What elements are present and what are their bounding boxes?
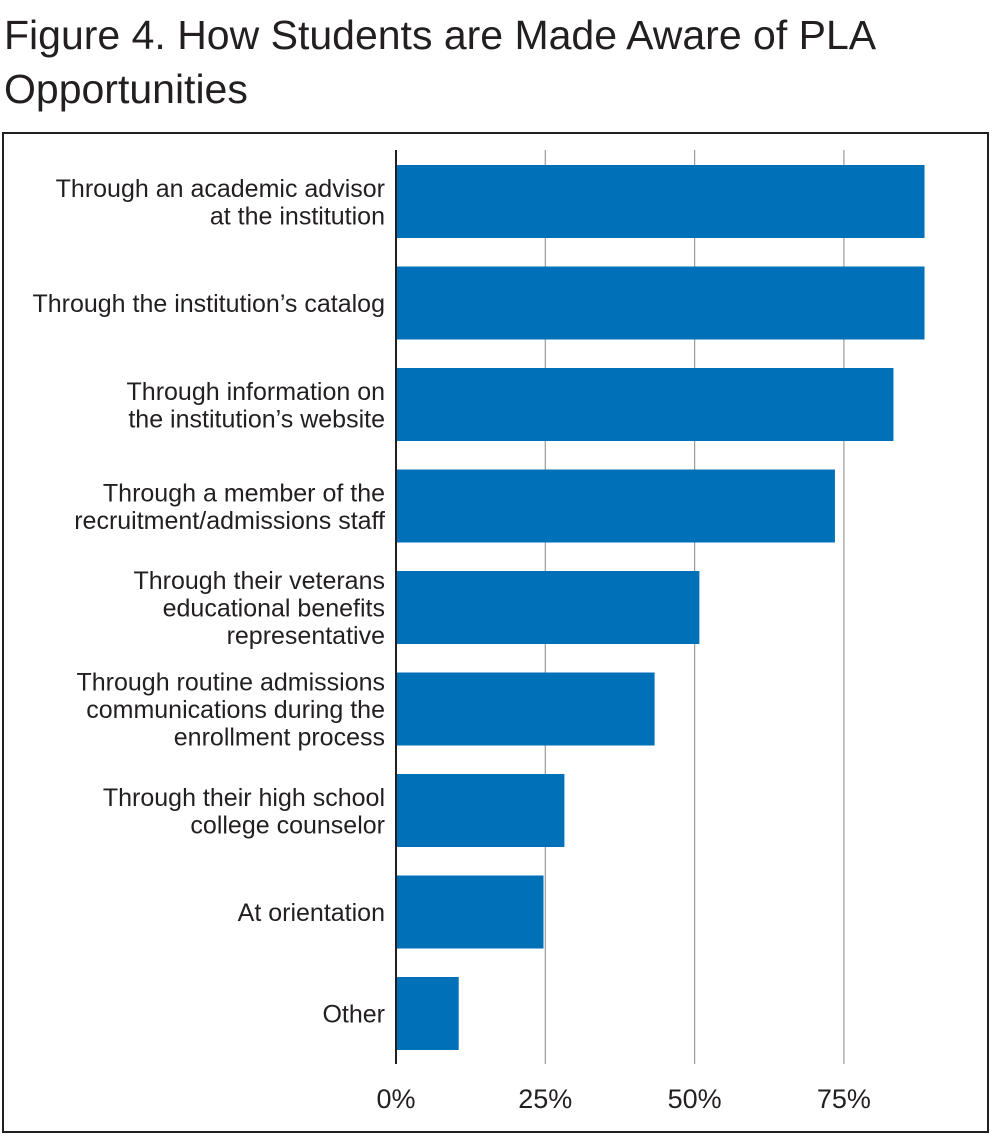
category-label-4: Through their veterans educational benefi… (133, 567, 385, 650)
category-label-0: Through an academic advisor at the instit… (56, 175, 385, 231)
category-label-line: Through their high school (103, 784, 385, 812)
category-label-2: Through information on the institution’s … (127, 378, 385, 434)
category-label-line: Through their veterans (133, 567, 385, 595)
category-label-line: Through information on (127, 378, 385, 406)
category-label-6: Through their high school college counsel… (103, 784, 385, 840)
category-label-line: educational benefits (163, 595, 385, 623)
chart-title: Figure 4. How Students are Made Aware of… (4, 12, 874, 112)
category-label-line: recruitment/admissions staff (74, 507, 385, 535)
category-label-line: Through a member of the (103, 479, 385, 507)
tick-labels: 0% 25% 50% 75% (376, 1084, 870, 1114)
x-tick-label-1: 25% (518, 1084, 572, 1114)
category-label-5: Through routine admissions communications… (77, 669, 386, 752)
category-label-1: Through the institution’s catalog (32, 290, 385, 318)
category-label-line: representative (227, 622, 385, 650)
category-label-line: at the institution (210, 202, 385, 230)
bar-0 (396, 165, 925, 238)
bar-4 (396, 571, 700, 644)
category-label-3: Through a member of the recruitment/admis… (74, 479, 385, 535)
category-label-line: college counselor (190, 811, 385, 839)
category-label-line: Through the institution’s catalog (32, 290, 385, 318)
category-label-line: Other (322, 1001, 385, 1029)
x-tick-label-0: 0% (376, 1084, 415, 1114)
bar-1 (396, 266, 925, 340)
category-label-line: communications during the (86, 696, 385, 724)
category-label-line: Through an academic advisor (56, 175, 385, 203)
category-label-8: Other (322, 1001, 385, 1029)
x-tick-label-2: 50% (668, 1084, 722, 1114)
category-label-line: Through routine admissions (77, 669, 386, 697)
category-label-line: the institution’s website (128, 405, 385, 433)
bar-2 (396, 368, 894, 441)
chart-frame (2, 132, 989, 1133)
category-label-7: At orientation (238, 899, 385, 927)
bar-5 (396, 672, 655, 746)
x-tick-label-3: 75% (817, 1084, 871, 1114)
bars (396, 165, 925, 1050)
bar-6 (396, 774, 565, 847)
category-label-line: enrollment process (174, 724, 385, 752)
bar-8 (396, 977, 459, 1050)
category-labels: Through an academic advisor at the instit… (32, 175, 385, 1029)
bar-3 (396, 469, 835, 543)
category-label-line: At orientation (238, 899, 385, 927)
bar-7 (396, 875, 544, 949)
